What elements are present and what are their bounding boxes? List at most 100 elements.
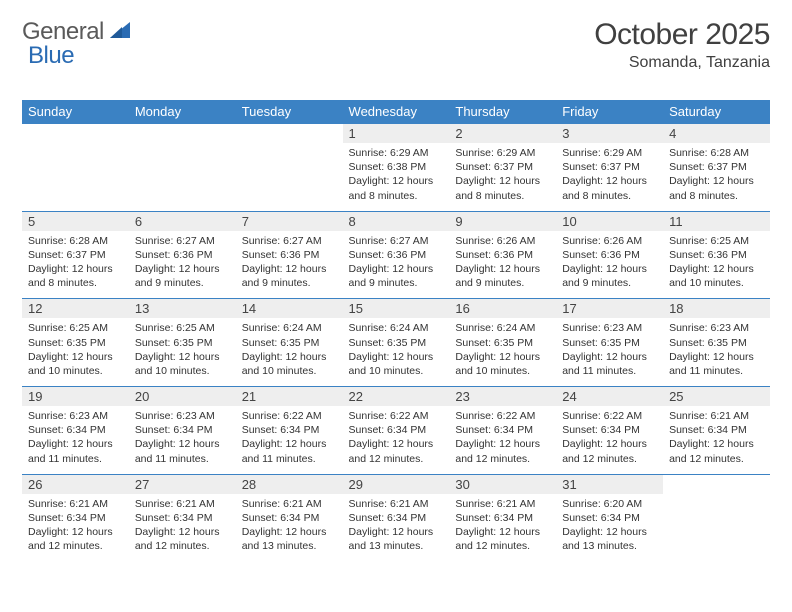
calendar-week-row: 1Sunrise: 6:29 AMSunset: 6:38 PMDaylight… xyxy=(22,124,770,212)
day-details xyxy=(236,142,343,198)
day-detail-line: and 10 minutes. xyxy=(349,364,444,378)
day-detail-line: Daylight: 12 hours xyxy=(242,350,337,364)
day-detail-line: Daylight: 12 hours xyxy=(28,350,123,364)
day-detail-line: Daylight: 12 hours xyxy=(135,525,230,539)
day-header: Wednesday xyxy=(343,100,450,124)
day-detail-line: Sunrise: 6:23 AM xyxy=(669,321,764,335)
day-detail-line: Sunset: 6:36 PM xyxy=(669,248,764,262)
calendar-day-cell: 11Sunrise: 6:25 AMSunset: 6:36 PMDayligh… xyxy=(663,211,770,299)
day-detail-line: and 8 minutes. xyxy=(349,189,444,203)
day-detail-line: Daylight: 12 hours xyxy=(669,262,764,276)
day-details: Sunrise: 6:28 AMSunset: 6:37 PMDaylight:… xyxy=(22,231,129,299)
day-detail-line: Sunrise: 6:21 AM xyxy=(28,497,123,511)
calendar-week-row: 12Sunrise: 6:25 AMSunset: 6:35 PMDayligh… xyxy=(22,299,770,387)
location-subtitle: Somanda, Tanzania xyxy=(594,54,770,72)
day-details xyxy=(663,493,770,549)
calendar-body: 1Sunrise: 6:29 AMSunset: 6:38 PMDaylight… xyxy=(22,124,770,562)
day-detail-line: Sunset: 6:34 PM xyxy=(135,423,230,437)
day-detail-line: Sunrise: 6:24 AM xyxy=(455,321,550,335)
day-details: Sunrise: 6:29 AMSunset: 6:37 PMDaylight:… xyxy=(449,143,556,211)
day-details: Sunrise: 6:22 AMSunset: 6:34 PMDaylight:… xyxy=(343,406,450,474)
calendar-week-row: 26Sunrise: 6:21 AMSunset: 6:34 PMDayligh… xyxy=(22,474,770,561)
calendar-table: Sunday Monday Tuesday Wednesday Thursday… xyxy=(22,100,770,561)
day-details: Sunrise: 6:29 AMSunset: 6:37 PMDaylight:… xyxy=(556,143,663,211)
day-number xyxy=(129,124,236,142)
day-detail-line: Sunset: 6:35 PM xyxy=(562,336,657,350)
day-detail-line: Daylight: 12 hours xyxy=(562,525,657,539)
calendar-day-cell xyxy=(22,124,129,212)
calendar-day-cell: 3Sunrise: 6:29 AMSunset: 6:37 PMDaylight… xyxy=(556,124,663,212)
day-details: Sunrise: 6:22 AMSunset: 6:34 PMDaylight:… xyxy=(449,406,556,474)
day-number xyxy=(236,124,343,142)
day-details: Sunrise: 6:21 AMSunset: 6:34 PMDaylight:… xyxy=(343,494,450,562)
day-header: Tuesday xyxy=(236,100,343,124)
day-detail-line: and 8 minutes. xyxy=(455,189,550,203)
calendar-day-cell: 4Sunrise: 6:28 AMSunset: 6:37 PMDaylight… xyxy=(663,124,770,212)
day-number: 16 xyxy=(449,299,556,318)
day-number: 15 xyxy=(343,299,450,318)
day-detail-line: and 9 minutes. xyxy=(562,276,657,290)
day-details: Sunrise: 6:24 AMSunset: 6:35 PMDaylight:… xyxy=(343,318,450,386)
day-details: Sunrise: 6:25 AMSunset: 6:35 PMDaylight:… xyxy=(22,318,129,386)
day-number: 27 xyxy=(129,475,236,494)
day-detail-line: and 12 minutes. xyxy=(455,539,550,553)
day-detail-line: and 11 minutes. xyxy=(669,364,764,378)
day-detail-line: Sunset: 6:34 PM xyxy=(135,511,230,525)
day-detail-line: Sunset: 6:34 PM xyxy=(349,423,444,437)
calendar-day-cell: 5Sunrise: 6:28 AMSunset: 6:37 PMDaylight… xyxy=(22,211,129,299)
day-detail-line: Daylight: 12 hours xyxy=(135,437,230,451)
day-detail-line: and 11 minutes. xyxy=(242,452,337,466)
day-detail-line: Sunrise: 6:21 AM xyxy=(349,497,444,511)
day-detail-line: Daylight: 12 hours xyxy=(28,437,123,451)
day-detail-line: Sunset: 6:35 PM xyxy=(669,336,764,350)
day-details: Sunrise: 6:24 AMSunset: 6:35 PMDaylight:… xyxy=(449,318,556,386)
day-detail-line: and 10 minutes. xyxy=(28,364,123,378)
day-detail-line: Daylight: 12 hours xyxy=(135,262,230,276)
day-detail-line: and 9 minutes. xyxy=(242,276,337,290)
day-detail-line: Daylight: 12 hours xyxy=(28,262,123,276)
day-detail-line: Sunset: 6:35 PM xyxy=(455,336,550,350)
day-number: 14 xyxy=(236,299,343,318)
day-details: Sunrise: 6:23 AMSunset: 6:34 PMDaylight:… xyxy=(129,406,236,474)
day-number: 5 xyxy=(22,212,129,231)
day-number: 2 xyxy=(449,124,556,143)
day-detail-line: Sunrise: 6:26 AM xyxy=(455,234,550,248)
day-detail-line: Daylight: 12 hours xyxy=(669,350,764,364)
day-detail-line: Daylight: 12 hours xyxy=(562,262,657,276)
day-detail-line: Sunrise: 6:21 AM xyxy=(242,497,337,511)
day-details: Sunrise: 6:21 AMSunset: 6:34 PMDaylight:… xyxy=(663,406,770,474)
day-detail-line: and 12 minutes. xyxy=(349,452,444,466)
day-details: Sunrise: 6:21 AMSunset: 6:34 PMDaylight:… xyxy=(449,494,556,562)
day-detail-line: and 13 minutes. xyxy=(562,539,657,553)
day-detail-line: Sunrise: 6:25 AM xyxy=(28,321,123,335)
day-detail-line: Sunset: 6:34 PM xyxy=(242,511,337,525)
day-number: 7 xyxy=(236,212,343,231)
day-details: Sunrise: 6:26 AMSunset: 6:36 PMDaylight:… xyxy=(556,231,663,299)
day-details: Sunrise: 6:22 AMSunset: 6:34 PMDaylight:… xyxy=(236,406,343,474)
calendar-week-row: 5Sunrise: 6:28 AMSunset: 6:37 PMDaylight… xyxy=(22,211,770,299)
day-detail-line: and 12 minutes. xyxy=(455,452,550,466)
day-detail-line: and 10 minutes. xyxy=(669,276,764,290)
day-header: Saturday xyxy=(663,100,770,124)
day-details: Sunrise: 6:22 AMSunset: 6:34 PMDaylight:… xyxy=(556,406,663,474)
day-detail-line: Sunrise: 6:22 AM xyxy=(455,409,550,423)
day-number: 17 xyxy=(556,299,663,318)
day-detail-line: Daylight: 12 hours xyxy=(455,350,550,364)
day-detail-line: Sunset: 6:37 PM xyxy=(28,248,123,262)
day-detail-line: Daylight: 12 hours xyxy=(349,174,444,188)
day-details: Sunrise: 6:27 AMSunset: 6:36 PMDaylight:… xyxy=(129,231,236,299)
calendar-day-cell: 15Sunrise: 6:24 AMSunset: 6:35 PMDayligh… xyxy=(343,299,450,387)
day-number: 29 xyxy=(343,475,450,494)
day-header: Monday xyxy=(129,100,236,124)
day-detail-line: Sunrise: 6:29 AM xyxy=(562,146,657,160)
day-number: 30 xyxy=(449,475,556,494)
day-detail-line: Sunrise: 6:28 AM xyxy=(669,146,764,160)
day-detail-line: Sunrise: 6:29 AM xyxy=(349,146,444,160)
day-number: 31 xyxy=(556,475,663,494)
day-detail-line: Sunrise: 6:20 AM xyxy=(562,497,657,511)
day-detail-line: and 11 minutes. xyxy=(28,452,123,466)
day-detail-line: Sunset: 6:36 PM xyxy=(455,248,550,262)
day-detail-line: Sunset: 6:35 PM xyxy=(135,336,230,350)
day-detail-line: Sunrise: 6:25 AM xyxy=(135,321,230,335)
calendar-day-cell: 18Sunrise: 6:23 AMSunset: 6:35 PMDayligh… xyxy=(663,299,770,387)
